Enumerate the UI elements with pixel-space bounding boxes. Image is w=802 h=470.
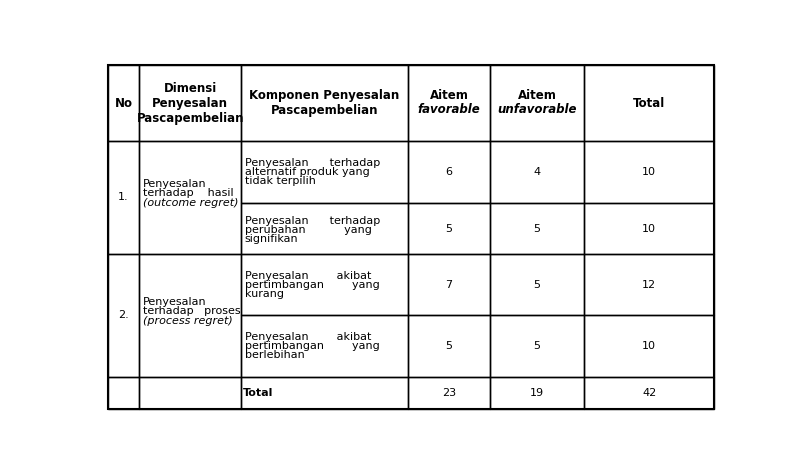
Text: Komponen Penyesalan
Pascapembelian: Komponen Penyesalan Pascapembelian	[249, 89, 399, 117]
Text: 23: 23	[442, 388, 456, 398]
Text: Total: Total	[243, 388, 273, 398]
Text: Penyesalan      terhadap: Penyesalan terhadap	[245, 216, 380, 226]
Text: pertimbangan        yang: pertimbangan yang	[245, 341, 379, 351]
Text: 4: 4	[533, 167, 541, 177]
Bar	[241, 254, 408, 315]
Text: perubahan           yang: perubahan yang	[245, 225, 372, 235]
Text: signifikan: signifikan	[245, 234, 298, 243]
Bar	[584, 203, 715, 254]
Text: alternatif produk yang: alternatif produk yang	[245, 167, 370, 177]
Bar	[140, 377, 241, 409]
Text: Penyesalan: Penyesalan	[143, 179, 207, 188]
Text: Penyesalan        akibat: Penyesalan akibat	[245, 271, 371, 281]
Text: 5: 5	[533, 341, 541, 351]
Text: Penyesalan        akibat: Penyesalan akibat	[245, 332, 371, 342]
Text: 10: 10	[642, 167, 656, 177]
Bar	[584, 141, 715, 203]
Bar	[490, 315, 584, 377]
Text: 42: 42	[642, 388, 656, 398]
Text: favorable: favorable	[418, 103, 480, 116]
Text: 1.: 1.	[118, 192, 129, 202]
Text: Total: Total	[633, 97, 665, 110]
Bar	[140, 141, 241, 254]
Bar	[408, 203, 490, 254]
Text: kurang: kurang	[245, 289, 284, 299]
Text: terhadap    hasil: terhadap hasil	[143, 188, 233, 198]
Text: berlebihan: berlebihan	[245, 350, 305, 360]
Bar	[408, 254, 490, 315]
Bar	[490, 254, 584, 315]
Text: Penyesalan: Penyesalan	[143, 297, 207, 307]
Text: Penyesalan      terhadap: Penyesalan terhadap	[245, 158, 380, 168]
Bar	[107, 141, 140, 254]
Text: 7: 7	[445, 280, 452, 290]
Bar	[584, 315, 715, 377]
Text: Aitem: Aitem	[430, 89, 468, 102]
Text: No: No	[115, 97, 132, 110]
Text: 6: 6	[445, 167, 452, 177]
Bar	[107, 65, 140, 141]
Bar	[490, 203, 584, 254]
Text: 5: 5	[533, 224, 541, 234]
Text: (process regret): (process regret)	[143, 316, 233, 326]
Text: (outcome regret): (outcome regret)	[143, 198, 238, 208]
Text: 10: 10	[642, 341, 656, 351]
Text: 19: 19	[530, 388, 544, 398]
Bar	[584, 377, 715, 409]
Bar	[107, 377, 140, 409]
Bar	[241, 141, 408, 203]
Bar	[584, 254, 715, 315]
Bar	[408, 315, 490, 377]
Bar	[584, 65, 715, 141]
Text: 2.: 2.	[118, 311, 129, 321]
Bar	[107, 254, 140, 377]
Text: 12: 12	[642, 280, 656, 290]
Bar	[140, 65, 241, 141]
Bar	[408, 65, 490, 141]
Text: terhadap   proses: terhadap proses	[143, 306, 241, 316]
Text: 10: 10	[642, 224, 656, 234]
Bar	[490, 65, 584, 141]
Bar	[408, 377, 490, 409]
Bar	[408, 141, 490, 203]
Text: pertimbangan        yang: pertimbangan yang	[245, 280, 379, 290]
Bar	[140, 254, 241, 377]
Text: 5: 5	[445, 341, 452, 351]
Bar	[241, 65, 408, 141]
Text: Aitem: Aitem	[517, 89, 557, 102]
Bar	[490, 377, 584, 409]
Text: 5: 5	[445, 224, 452, 234]
Bar	[490, 141, 584, 203]
Text: tidak terpilih: tidak terpilih	[245, 176, 316, 186]
Text: 5: 5	[533, 280, 541, 290]
Bar	[241, 315, 408, 377]
Text: Dimensi
Penyesalan
Pascapembelian: Dimensi Penyesalan Pascapembelian	[136, 82, 244, 125]
Bar	[241, 377, 408, 409]
Bar	[241, 203, 408, 254]
Text: unfavorable: unfavorable	[497, 103, 577, 116]
